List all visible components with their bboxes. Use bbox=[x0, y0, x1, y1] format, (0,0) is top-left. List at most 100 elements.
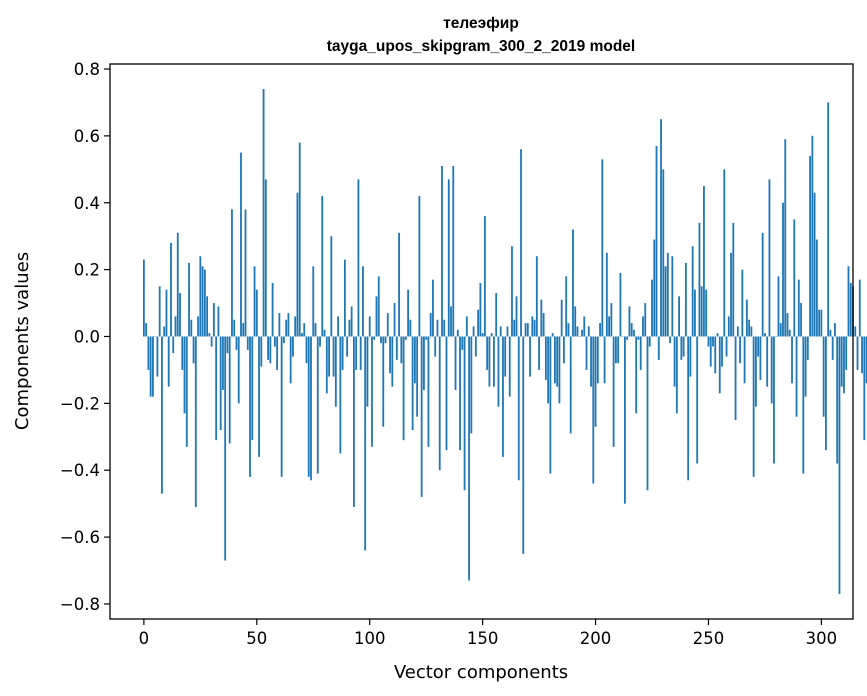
bar bbox=[441, 165, 443, 337]
bar bbox=[587, 326, 590, 337]
bar bbox=[553, 336, 556, 384]
bar bbox=[829, 329, 832, 337]
bar bbox=[535, 256, 538, 337]
bar bbox=[759, 336, 762, 380]
x-tick-label: 150 bbox=[467, 629, 499, 648]
bar bbox=[477, 309, 480, 337]
bar bbox=[691, 246, 694, 337]
bar bbox=[402, 336, 405, 441]
bar bbox=[858, 279, 861, 337]
chart-title-line-1: телеэфир bbox=[443, 15, 519, 32]
bar bbox=[348, 319, 351, 337]
bar bbox=[809, 155, 811, 337]
bar bbox=[777, 276, 780, 337]
bar bbox=[517, 336, 520, 481]
bar bbox=[827, 102, 830, 337]
bar bbox=[825, 336, 827, 451]
bar bbox=[705, 289, 708, 337]
bar bbox=[707, 336, 710, 347]
bar bbox=[524, 323, 527, 337]
bar bbox=[174, 316, 177, 337]
y-tick-label: 0.0 bbox=[74, 327, 100, 346]
bar bbox=[840, 336, 843, 387]
bar bbox=[474, 336, 477, 357]
bar bbox=[233, 319, 236, 337]
bar bbox=[400, 336, 403, 364]
bar bbox=[285, 319, 288, 337]
bar bbox=[585, 336, 588, 370]
bar bbox=[662, 169, 665, 337]
y-axis-label: Components values bbox=[12, 252, 33, 430]
bar bbox=[745, 299, 748, 337]
bar bbox=[192, 336, 195, 364]
bar bbox=[788, 329, 791, 337]
x-axis-ticks: 0 50 100 150 200 250 300 bbox=[139, 619, 837, 648]
bar bbox=[377, 276, 380, 337]
bar bbox=[463, 336, 466, 491]
bar bbox=[633, 329, 635, 337]
x-tick-label: 0 bbox=[139, 629, 150, 648]
bar bbox=[262, 89, 265, 337]
bar bbox=[664, 266, 667, 337]
y-tick-label: 0.8 bbox=[74, 60, 100, 79]
bar bbox=[779, 323, 782, 337]
bar bbox=[626, 336, 629, 340]
bar bbox=[698, 222, 701, 337]
bar bbox=[366, 336, 369, 407]
bar bbox=[764, 333, 766, 337]
y-tick-label: −0.8 bbox=[60, 595, 100, 614]
bar bbox=[612, 336, 615, 447]
bar bbox=[258, 336, 260, 457]
bar bbox=[750, 326, 753, 337]
bar bbox=[802, 336, 805, 474]
bar bbox=[228, 336, 231, 444]
bar bbox=[199, 256, 202, 337]
bar bbox=[443, 319, 446, 337]
bar bbox=[714, 336, 717, 374]
bar bbox=[592, 336, 595, 484]
bar bbox=[145, 323, 148, 337]
bar bbox=[795, 336, 798, 417]
x-tick-label: 100 bbox=[354, 629, 386, 648]
bar bbox=[678, 296, 681, 337]
bar bbox=[666, 252, 669, 337]
bar bbox=[161, 336, 163, 494]
bar bbox=[368, 316, 371, 337]
bar bbox=[264, 179, 267, 337]
bar bbox=[468, 336, 470, 581]
bar bbox=[249, 336, 251, 477]
bar bbox=[815, 239, 818, 337]
bar bbox=[305, 336, 308, 364]
bar bbox=[242, 323, 245, 337]
bar bbox=[680, 336, 683, 360]
bar bbox=[836, 336, 839, 464]
bar bbox=[684, 262, 687, 337]
bar bbox=[793, 219, 796, 337]
bar bbox=[637, 336, 640, 340]
bar bbox=[504, 336, 507, 377]
bar bbox=[820, 309, 823, 337]
bar bbox=[583, 316, 586, 337]
bar bbox=[845, 336, 848, 370]
bar bbox=[269, 336, 272, 364]
bar bbox=[610, 303, 613, 337]
bar bbox=[687, 336, 690, 481]
bar bbox=[334, 336, 337, 407]
bar bbox=[373, 336, 376, 340]
bar bbox=[488, 336, 491, 387]
bar bbox=[165, 289, 168, 337]
bar bbox=[572, 229, 574, 337]
bar bbox=[863, 336, 866, 441]
bar bbox=[725, 336, 728, 357]
bar bbox=[371, 336, 373, 447]
bar bbox=[273, 336, 276, 347]
bar bbox=[861, 336, 863, 374]
bar bbox=[486, 336, 489, 370]
bar bbox=[831, 336, 834, 360]
bar bbox=[235, 336, 238, 350]
bar bbox=[364, 336, 367, 551]
bar bbox=[657, 336, 660, 360]
bar bbox=[423, 336, 425, 390]
bar bbox=[529, 336, 531, 377]
bar bbox=[172, 336, 175, 354]
